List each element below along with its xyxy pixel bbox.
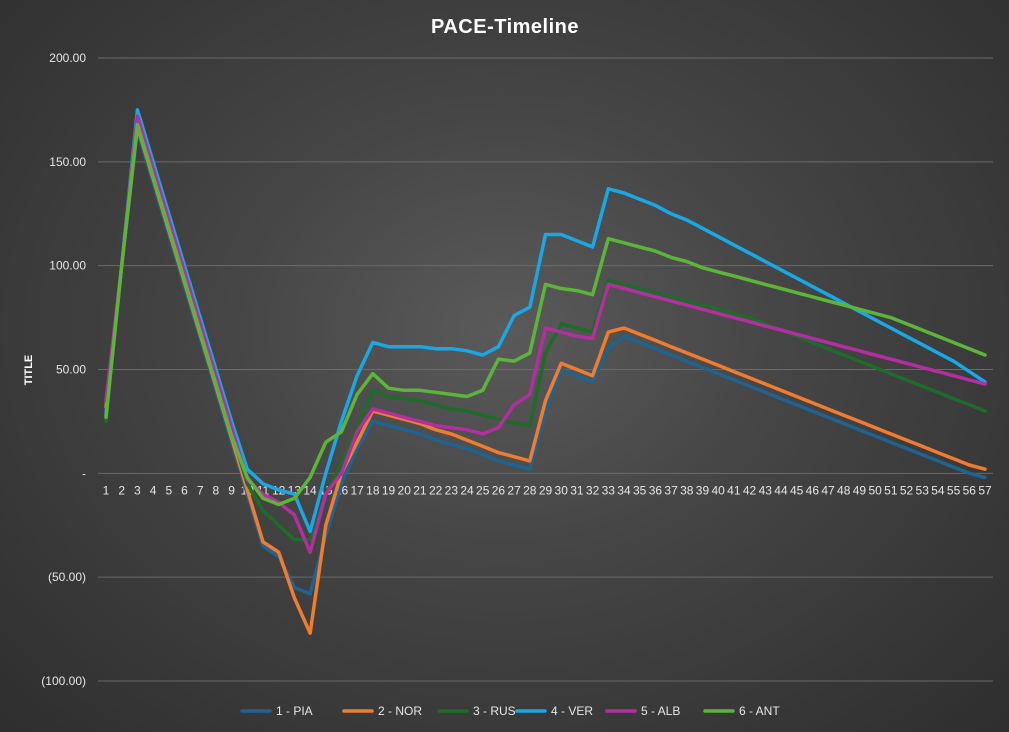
x-tick-label: 31 [570,483,584,497]
legend-item: 1 - PIA [240,704,313,718]
y-tick-label: (50.00) [48,570,86,584]
legend-label: 6 - ANT [739,704,780,718]
x-tick-label: 53 [916,483,930,497]
x-tick-label: 17 [350,483,364,497]
x-tick-label: 45 [790,483,804,497]
x-tick-label: 44 [774,483,788,497]
x-tick-label: 38 [680,483,694,497]
x-tick-label: 55 [947,483,961,497]
x-tick-label: 51 [884,483,898,497]
legend-label: 4 - VER [551,704,593,718]
series-line-6 [104,122,987,507]
x-tick-label: 23 [445,483,459,497]
y-axis-label: TITLE [23,355,35,386]
x-tick-label: 30 [555,483,569,497]
x-tick-label: 39 [696,483,710,497]
x-tick-label: 9 [228,483,235,497]
x-tick-label: 20 [398,483,412,497]
x-tick-label: 18 [366,483,380,497]
x-tick-label: 24 [460,483,474,497]
x-tick-label: 43 [759,483,773,497]
chart-title: PACE-Timeline [431,16,579,38]
y-tick-label: 150.00 [49,155,86,169]
x-tick-label: 5 [165,483,172,497]
x-tick-label: 33 [602,483,616,497]
x-tick-label: 36 [649,483,663,497]
x-tick-label: 47 [821,483,835,497]
x-tick-label: 32 [586,483,600,497]
legend-label: 3 - RUS [473,704,516,718]
legend-label: 5 - ALB [641,704,680,718]
x-tick-label: 56 [963,483,977,497]
x-tick-label: 35 [633,483,647,497]
series-line-3 [104,118,987,542]
legend: 1 - PIA 2 - NOR 3 - RUS 4 - VER 5 - ALB 6 - A… [240,704,780,718]
legend-item: 5 - ALB [605,704,680,718]
x-tick-label: 50 [868,483,882,497]
x-tick-label: 26 [492,483,506,497]
y-tick-label: 200.00 [49,51,86,65]
x-tick-label: 25 [476,483,490,497]
series-lines [104,108,987,635]
x-tick-label: 48 [837,483,851,497]
x-tick-label: 4 [150,483,157,497]
x-tick-label: 3 [134,483,141,497]
gridlines [98,57,993,682]
x-tick-label: 49 [853,483,867,497]
y-tick-label: 100.00 [49,259,86,273]
x-tick-label: 52 [900,483,914,497]
x-tick-label: 7 [197,483,204,497]
x-tick-label: 29 [539,483,553,497]
x-tick-label: 19 [382,483,396,497]
x-tick-label: 42 [743,483,757,497]
legend-label: 1 - PIA [276,704,313,718]
x-tick-label: 34 [617,483,631,497]
y-tick-label: 50.00 [56,363,86,377]
legend-label: 2 - NOR [378,704,422,718]
x-tick-label: 2 [118,483,125,497]
x-tick-label: 41 [727,483,741,497]
y-tick-label: - [82,466,86,480]
legend-item: 2 - NOR [342,704,422,718]
x-tick-label: 6 [181,483,188,497]
y-axis-ticks: 200.00 150.00 100.00 50.00 - (50.00) (100.00) [41,51,86,688]
x-tick-label: 28 [523,483,537,497]
x-tick-label: 22 [429,483,443,497]
x-tick-label: 54 [931,483,945,497]
legend-item: 3 - RUS [437,704,516,718]
x-tick-label: 37 [664,483,678,497]
series-line-4 [104,108,987,534]
series-line-2 [104,124,987,635]
series-line-1 [104,128,987,596]
y-tick-label: (100.00) [41,674,86,688]
x-tick-label: 27 [507,483,521,497]
legend-item: 4 - VER [515,704,593,718]
x-tick-label: 46 [806,483,820,497]
x-tick-label: 57 [978,483,992,497]
x-tick-label: 14 [303,483,317,497]
legend-item: 6 - ANT [703,704,780,718]
x-axis-ticks: 1 2 3 4 5 6 7 8 9 10 11 12 13 14 15 16 17 18 19 20 21 22 23 24 2… [103,483,992,497]
x-tick-label: 1 [103,483,110,497]
x-tick-label: 8 [213,483,220,497]
x-tick-label: 40 [711,483,725,497]
x-tick-label: 21 [413,483,427,497]
